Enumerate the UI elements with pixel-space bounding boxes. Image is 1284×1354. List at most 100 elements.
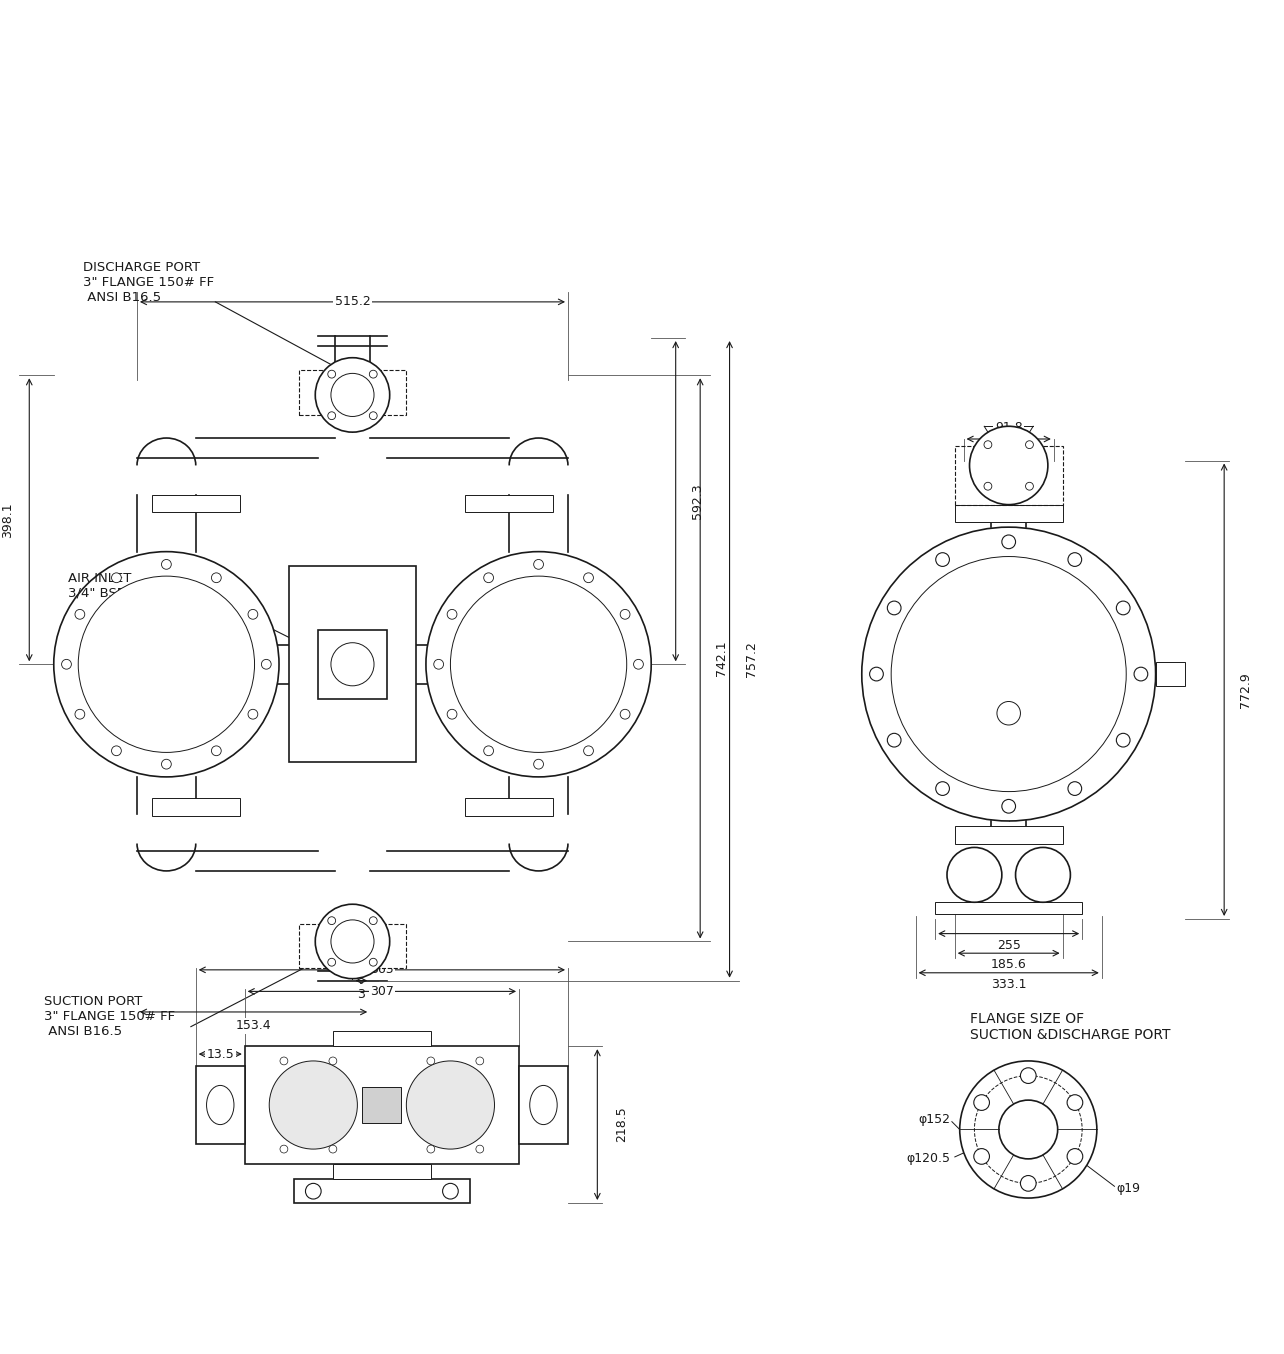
Circle shape bbox=[1026, 441, 1034, 448]
Circle shape bbox=[476, 1057, 484, 1064]
Circle shape bbox=[996, 701, 1021, 724]
Bar bbox=[955, 445, 1063, 505]
Circle shape bbox=[74, 709, 85, 719]
Circle shape bbox=[426, 1057, 435, 1064]
Circle shape bbox=[484, 573, 493, 582]
Bar bbox=[935, 902, 1082, 914]
Circle shape bbox=[370, 917, 377, 925]
Circle shape bbox=[891, 556, 1126, 792]
Circle shape bbox=[327, 412, 335, 420]
Bar bbox=[1156, 662, 1185, 686]
Circle shape bbox=[936, 552, 949, 566]
Circle shape bbox=[1116, 734, 1130, 747]
Bar bbox=[955, 505, 1063, 523]
Text: 91.8: 91.8 bbox=[995, 421, 1022, 433]
Circle shape bbox=[1021, 1175, 1036, 1192]
Circle shape bbox=[331, 919, 374, 963]
Circle shape bbox=[262, 659, 271, 669]
Circle shape bbox=[975, 1075, 1082, 1183]
Circle shape bbox=[1067, 1148, 1082, 1164]
Text: 398.1: 398.1 bbox=[1, 502, 14, 538]
Text: 515.2: 515.2 bbox=[335, 295, 370, 309]
Ellipse shape bbox=[406, 1062, 494, 1150]
Circle shape bbox=[54, 551, 279, 777]
Circle shape bbox=[534, 760, 543, 769]
Circle shape bbox=[1002, 535, 1016, 548]
Bar bbox=[318, 630, 386, 699]
Circle shape bbox=[443, 1183, 458, 1200]
Circle shape bbox=[999, 1099, 1058, 1159]
Circle shape bbox=[1067, 1095, 1082, 1110]
Circle shape bbox=[887, 601, 901, 615]
Text: 365: 365 bbox=[370, 963, 394, 976]
Circle shape bbox=[212, 573, 221, 582]
Circle shape bbox=[1016, 848, 1071, 902]
Bar bbox=[465, 494, 553, 512]
Text: φ152: φ152 bbox=[918, 1113, 950, 1127]
Circle shape bbox=[370, 959, 377, 967]
Circle shape bbox=[1116, 601, 1130, 615]
Circle shape bbox=[948, 848, 1002, 902]
Circle shape bbox=[959, 1062, 1097, 1198]
Text: SUCTION PORT
3" FLANGE 150# FF
 ANSI B16.5: SUCTION PORT 3" FLANGE 150# FF ANSI B16.… bbox=[44, 995, 175, 1039]
Circle shape bbox=[1026, 482, 1034, 490]
Text: 13.5: 13.5 bbox=[207, 1048, 234, 1060]
Circle shape bbox=[280, 1057, 288, 1064]
Circle shape bbox=[1134, 668, 1148, 681]
Text: AIR INLET
3/4" BSPT(F): AIR INLET 3/4" BSPT(F) bbox=[68, 571, 152, 600]
Bar bbox=[152, 799, 240, 816]
Circle shape bbox=[534, 559, 543, 569]
Bar bbox=[294, 1179, 470, 1202]
Circle shape bbox=[426, 1145, 435, 1154]
Circle shape bbox=[620, 709, 630, 719]
Ellipse shape bbox=[270, 1062, 357, 1150]
Circle shape bbox=[434, 659, 443, 669]
Text: 3: 3 bbox=[357, 988, 365, 1001]
Text: 333.1: 333.1 bbox=[991, 978, 1026, 991]
Circle shape bbox=[306, 1183, 321, 1200]
Text: DISCHARGE PORT
3" FLANGE 150# FF
 ANSI B16.5: DISCHARGE PORT 3" FLANGE 150# FF ANSI B1… bbox=[83, 261, 214, 303]
Text: 218.5: 218.5 bbox=[615, 1106, 628, 1143]
Text: 757.2: 757.2 bbox=[745, 642, 758, 677]
Circle shape bbox=[862, 527, 1156, 821]
Circle shape bbox=[887, 734, 901, 747]
Circle shape bbox=[316, 357, 390, 432]
Circle shape bbox=[1002, 799, 1016, 814]
Bar bbox=[333, 1030, 431, 1047]
Circle shape bbox=[984, 482, 991, 490]
Circle shape bbox=[280, 1145, 288, 1154]
Circle shape bbox=[370, 412, 377, 420]
Text: φ19: φ19 bbox=[1116, 1182, 1140, 1194]
Text: 772.9: 772.9 bbox=[1239, 672, 1252, 708]
Circle shape bbox=[331, 374, 374, 417]
Circle shape bbox=[370, 370, 377, 378]
Circle shape bbox=[327, 959, 335, 967]
Circle shape bbox=[620, 609, 630, 619]
Circle shape bbox=[1068, 552, 1081, 566]
Circle shape bbox=[969, 427, 1048, 505]
Circle shape bbox=[327, 370, 335, 378]
Circle shape bbox=[869, 668, 883, 681]
Bar bbox=[299, 371, 406, 414]
Text: 307: 307 bbox=[370, 984, 394, 998]
Bar bbox=[195, 1066, 245, 1144]
Circle shape bbox=[62, 659, 72, 669]
Circle shape bbox=[248, 609, 258, 619]
Circle shape bbox=[936, 781, 949, 795]
Bar bbox=[333, 1164, 431, 1179]
Circle shape bbox=[329, 1145, 336, 1154]
Bar bbox=[299, 923, 406, 968]
Circle shape bbox=[447, 709, 457, 719]
Circle shape bbox=[162, 559, 171, 569]
Circle shape bbox=[973, 1148, 990, 1164]
Circle shape bbox=[633, 659, 643, 669]
Circle shape bbox=[212, 746, 221, 756]
Bar bbox=[245, 1047, 519, 1164]
Circle shape bbox=[584, 573, 593, 582]
Circle shape bbox=[447, 609, 457, 619]
Circle shape bbox=[451, 575, 627, 753]
Circle shape bbox=[316, 904, 390, 979]
Circle shape bbox=[162, 760, 171, 769]
Circle shape bbox=[112, 746, 121, 756]
Circle shape bbox=[484, 746, 493, 756]
